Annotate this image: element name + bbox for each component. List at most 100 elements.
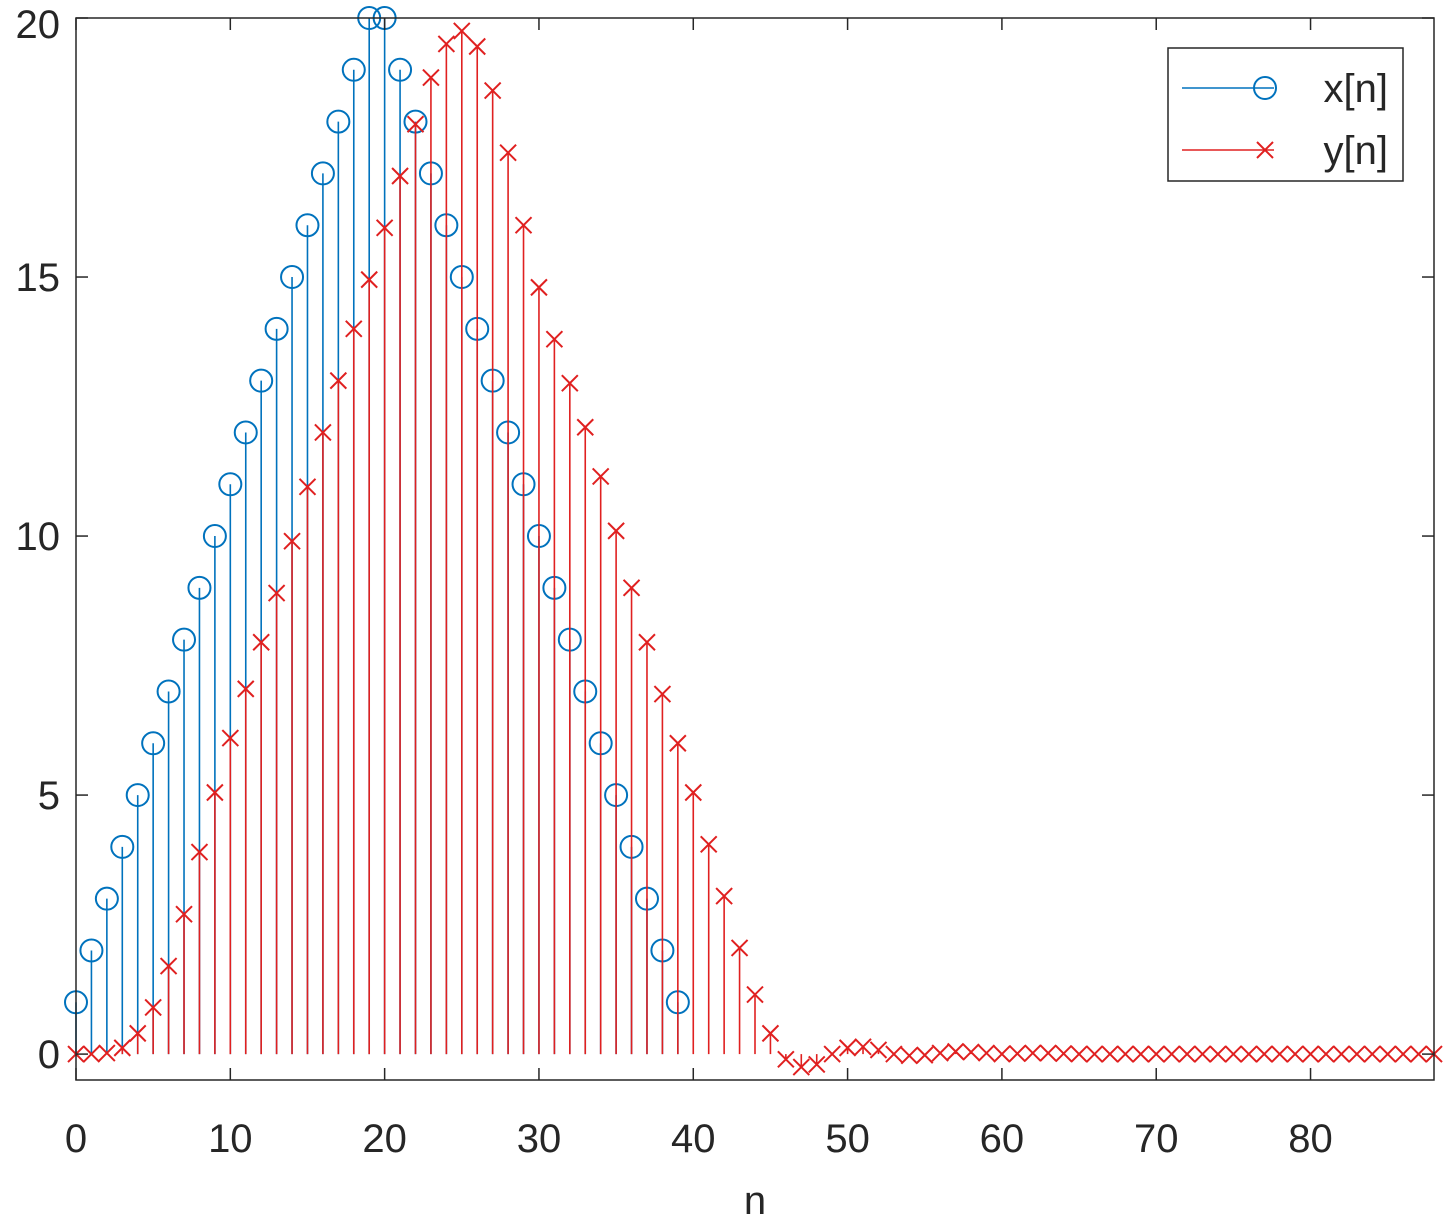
data-point <box>310 161 335 186</box>
data-point <box>869 1041 888 1059</box>
data-point <box>669 734 687 752</box>
legend-items: x[n] y[n] <box>1182 67 1388 173</box>
data-point <box>206 783 224 802</box>
data-point <box>1162 1045 1181 1063</box>
x-tick-label: 70 <box>1134 1117 1179 1161</box>
data-point <box>1132 1045 1150 1063</box>
data-point <box>1024 1044 1042 1062</box>
x-tick-label: 0 <box>65 1117 87 1161</box>
data-point <box>1116 1045 1135 1063</box>
data-point <box>885 1045 903 1063</box>
data-point <box>388 57 413 82</box>
data-point <box>172 627 197 652</box>
x-tick-label: 60 <box>980 1117 1025 1161</box>
data-point <box>1209 1045 1227 1063</box>
data-point <box>1317 1045 1335 1063</box>
y-tick-label: 15 <box>16 256 61 300</box>
data-point <box>1147 1045 1165 1063</box>
data-point <box>453 22 471 40</box>
x-tick-label: 10 <box>208 1117 253 1161</box>
data-point <box>931 1044 949 1062</box>
data-point <box>252 633 270 651</box>
data-point <box>977 1044 996 1062</box>
data-point <box>1394 1045 1412 1063</box>
data-point <box>561 374 579 392</box>
data-point <box>499 143 517 162</box>
data-point <box>1286 1045 1304 1063</box>
data-point <box>326 109 351 134</box>
data-point <box>808 1055 826 1074</box>
data-point <box>156 679 181 704</box>
data-point <box>699 835 718 853</box>
data-point <box>298 478 317 496</box>
data-point <box>838 1039 857 1057</box>
legend-item: y[n] <box>1182 129 1388 173</box>
axes-box <box>75 17 1435 1081</box>
data-point <box>221 729 240 747</box>
data-point <box>144 998 162 1017</box>
legend-item: x[n] <box>1182 67 1388 111</box>
legend-marker <box>1253 76 1277 100</box>
x-tick-label: 50 <box>825 1117 870 1161</box>
y-tick-label: 5 <box>38 774 60 818</box>
data-point <box>345 320 363 338</box>
data-point <box>1224 1045 1243 1063</box>
axes-background <box>76 18 1434 1080</box>
data-point <box>530 278 548 297</box>
data-point <box>159 957 178 975</box>
data-point <box>946 1042 965 1061</box>
data-point <box>175 905 193 923</box>
x-tick-label: 80 <box>1288 1117 1333 1161</box>
data-point <box>1039 1044 1057 1062</box>
data-point <box>375 219 394 237</box>
data-point <box>653 685 672 703</box>
data-point <box>638 633 656 651</box>
data-point <box>113 1039 132 1057</box>
data-point <box>295 213 320 238</box>
x-tick-label: 40 <box>671 1117 716 1161</box>
data-point <box>1240 1045 1258 1063</box>
data-point <box>576 418 594 436</box>
data-point <box>360 270 378 289</box>
data-point <box>1070 1045 1088 1063</box>
legend-label: y[n] <box>1324 129 1388 173</box>
data-point <box>1085 1045 1104 1063</box>
data-point <box>141 731 166 756</box>
data-point <box>110 834 135 859</box>
data-point <box>1332 1045 1351 1063</box>
data-point <box>314 423 332 442</box>
y-tick-label: 0 <box>38 1033 60 1077</box>
data-point <box>79 938 104 963</box>
series-y <box>67 22 1443 1076</box>
data-point <box>422 68 440 87</box>
legend-marker <box>1256 141 1274 159</box>
data-point <box>406 115 425 133</box>
data-point <box>1409 1045 1428 1063</box>
data-point <box>391 167 409 185</box>
data-point <box>267 584 286 602</box>
data-point <box>82 1045 101 1063</box>
data-point <box>622 579 641 597</box>
data-point <box>125 783 150 808</box>
data-point <box>684 783 702 802</box>
data-point <box>187 575 212 600</box>
data-point <box>761 1024 780 1043</box>
data-point <box>607 522 625 540</box>
tick-layer: 0 10 20 30 40 50 60 70 80 0 5 10 15 20 <box>16 3 1434 1161</box>
data-point <box>94 886 119 911</box>
data-point <box>1054 1044 1073 1063</box>
legend-label: x[n] <box>1324 67 1388 111</box>
data-point <box>545 330 564 348</box>
data-point <box>1101 1045 1119 1063</box>
data-point <box>730 939 749 957</box>
data-point <box>746 985 764 1004</box>
data-point <box>264 316 289 341</box>
data-point <box>715 887 733 905</box>
data-point <box>218 472 243 497</box>
data-point <box>202 524 227 549</box>
data-point <box>237 680 255 698</box>
data-point <box>1348 1045 1366 1063</box>
data-point <box>129 1024 147 1043</box>
data-point <box>916 1046 934 1064</box>
data-point <box>854 1038 872 1056</box>
